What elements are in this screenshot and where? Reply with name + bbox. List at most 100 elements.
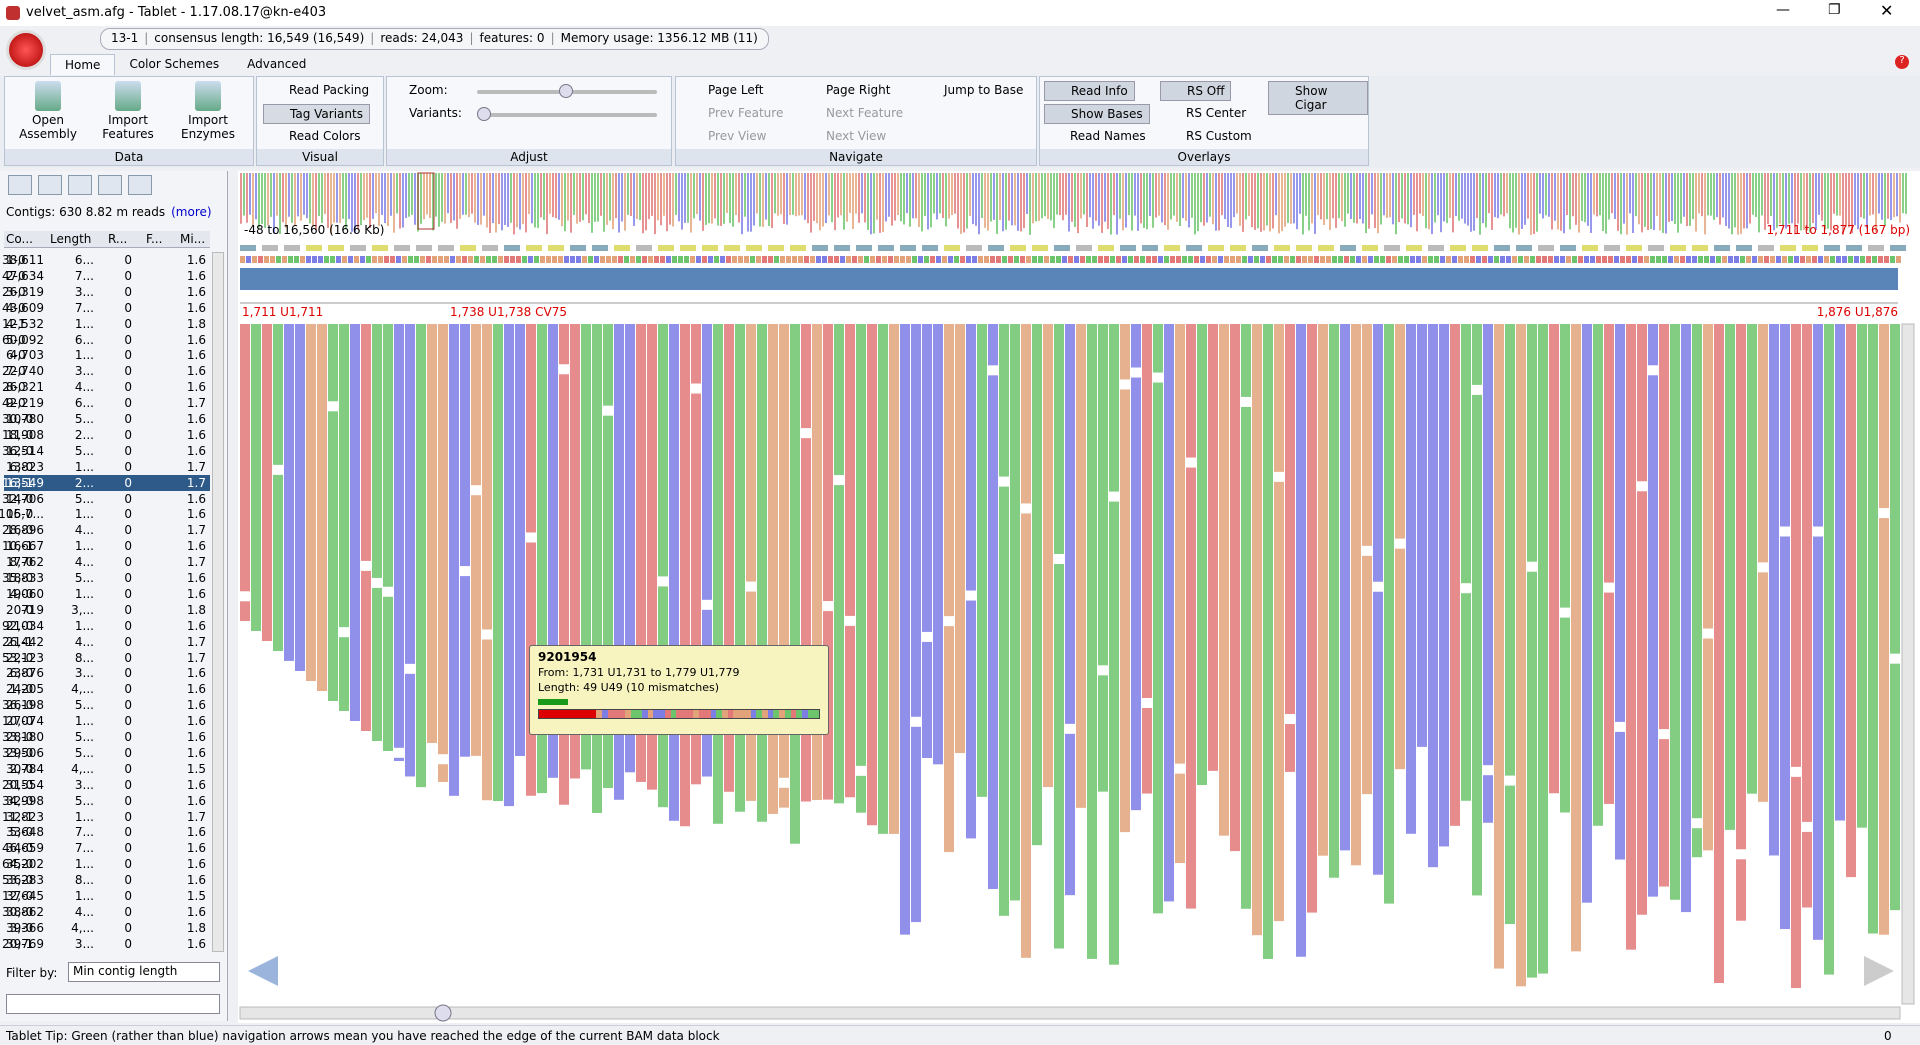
nav-right[interactable]: [1864, 956, 1894, 986]
toggle-button[interactable]: Read Packing: [289, 83, 370, 97]
panel-tool[interactable]: [8, 175, 32, 195]
panel-tool[interactable]: [128, 175, 152, 195]
contig-row[interactable]: 16-0 28,896 4... 0 1.7: [2, 522, 210, 538]
close[interactable]: ✕: [1880, 1, 1894, 20]
contig-row[interactable]: 26-0 36,198 5... 0 1.6: [2, 697, 210, 713]
overlay-toggle[interactable]: RS Center: [1186, 106, 1247, 120]
contig-row[interactable]: 27-0 10,074 1... 0 1.6: [2, 713, 210, 729]
contig-row[interactable]: 34-0 46,659 7... 0 1.6: [2, 840, 210, 856]
contig-row[interactable]: 31-0 20,554 3... 0 1.6: [2, 777, 210, 793]
maximize[interactable]: ❐: [1828, 2, 1841, 18]
toggle-button[interactable]: Tag Variants: [263, 104, 370, 124]
overview-bar: [354, 173, 356, 234]
column-header[interactable]: F...: [146, 232, 163, 246]
more-link[interactable]: (more): [171, 205, 212, 219]
contig-row[interactable]: 9-0 42,219 6... 0 1.7: [2, 395, 210, 411]
contig-row[interactable]: 22-0 53,123 8... 0 1.7: [2, 650, 210, 666]
overlay-toggle[interactable]: Read Names: [1070, 129, 1146, 143]
contig-row[interactable]: 4-1 12,532 1... 0 1.8: [2, 316, 210, 332]
contig-row[interactable]: 23-0 6,876 3... 0 1.6: [4, 665, 210, 681]
contig-row[interactable]: 21-1 26,442 4... 0 1.7: [2, 634, 210, 650]
overview-bar: [525, 173, 527, 233]
contig-row[interactable]: 21-0 92,034 1... 0 1.6: [2, 618, 210, 634]
contig-row[interactable]: 29-0 33,506 5... 0 1.6: [2, 745, 210, 761]
column-header[interactable]: Mi...: [180, 232, 206, 246]
contig-row[interactable]: 24-0 1,205 4,... 0 1.6: [4, 681, 210, 697]
contig-row[interactable]: 14-0 32,706 5... 0 1.6: [2, 491, 210, 507]
overlay-toggle[interactable]: Show Bases: [1044, 104, 1150, 124]
contig-row[interactable]: 5-0 60,092 6... 0 1.6: [2, 332, 210, 348]
panel-tool[interactable]: [98, 175, 122, 195]
h-scroll-thumb[interactable]: [434, 1004, 452, 1022]
nav-button[interactable]: Next View: [826, 129, 887, 143]
contig-row[interactable]: 20-0 719 3,... 0 1.8: [4, 602, 210, 618]
slider-thumb[interactable]: [559, 84, 573, 98]
contig-row[interactable]: 16-1 10,667 1... 0 1.6: [2, 538, 210, 554]
filter-input[interactable]: [6, 994, 220, 1014]
contig-row[interactable]: 1-0 38,611 6... 0 1.6: [2, 252, 210, 268]
panel-tool[interactable]: [38, 175, 62, 195]
consensus-track: [1788, 256, 1793, 263]
contig-row[interactable]: 18-0 35,833 5... 0 1.6: [2, 570, 210, 586]
nav-button[interactable]: Prev Feature: [708, 106, 784, 120]
contig-row[interactable]: 36-0 53,283 8... 0 1.6: [2, 872, 210, 888]
nav-button[interactable]: Jump to Base: [944, 83, 1024, 97]
contig-row[interactable]: 39-1 20,769 3... 0 1.6: [2, 936, 210, 952]
ribbon-tab[interactable]: Color Schemes: [129, 57, 220, 71]
ribbon-tab[interactable]: Advanced: [247, 57, 307, 71]
contig-row[interactable]: 13-0 6,823 1... 0 1.7: [4, 459, 210, 475]
nav-button[interactable]: Page Left: [708, 83, 764, 97]
contig-row[interactable]: 19-0 4,060 1... 0 1.6: [4, 586, 210, 602]
large-button[interactable]: Open Assembly: [13, 81, 83, 141]
overlay-toggle[interactable]: Read Info: [1044, 81, 1135, 101]
overlay-toggle[interactable]: RS Custom: [1186, 129, 1252, 143]
contig-row[interactable]: 32-1 11,823 1... 0 1.7: [2, 809, 210, 825]
contig-row[interactable]: 15-0 106,7... 1... 0 1.6: [0, 506, 210, 522]
contig-row[interactable]: 4-0 43,609 7... 0 1.6: [2, 300, 210, 316]
column-header[interactable]: Length: [50, 232, 92, 246]
large-button[interactable]: Import Features: [93, 81, 163, 141]
contig-row[interactable]: 33-0 5,648 7... 0 1.6: [4, 824, 210, 840]
overview-bar: [1608, 173, 1610, 220]
panel-tool[interactable]: [68, 175, 92, 195]
contig-row[interactable]: 11-0 18,908 2... 0 1.6: [2, 427, 210, 443]
contig-row[interactable]: 13-1 16,549 2... 0 1.7: [2, 474, 210, 491]
nav-button[interactable]: Page Right: [826, 83, 891, 97]
contig-row[interactable]: 10-0 30,780 5... 0 1.6: [2, 411, 210, 427]
app-menu-orb[interactable]: [6, 30, 46, 70]
slider-thumb[interactable]: [477, 107, 491, 121]
contig-summary: Contigs: 630 8.82 m reads (more): [6, 205, 212, 219]
scrollbar[interactable]: [212, 252, 224, 952]
contig-row[interactable]: 30-0 2,784 4,... 0 1.5: [4, 761, 210, 777]
column-header[interactable]: R...: [108, 232, 128, 246]
contig-row[interactable]: 39-0 3,366 4,... 0 1.8: [4, 920, 210, 936]
contig-row[interactable]: 35-0 64,202 1... 0 1.6: [2, 856, 210, 872]
contig-row[interactable]: 38-0 30,862 4... 0 1.6: [2, 904, 210, 920]
overlay-toggle[interactable]: Show Cigar: [1268, 81, 1368, 115]
read-base: [659, 710, 665, 718]
help[interactable]: ?: [1895, 55, 1909, 69]
ribbon-tab[interactable]: Home: [50, 54, 116, 75]
contig-row[interactable]: 37-0 12,645 1... 0 1.5: [2, 888, 210, 904]
contig-row[interactable]: 8-0 26,321 4... 0 1.6: [2, 379, 210, 395]
toggle-button[interactable]: Read Colors: [289, 129, 361, 143]
overview-bar: [1812, 173, 1814, 224]
minimize[interactable]: —: [1776, 2, 1790, 18]
large-button[interactable]: Import Enzymes: [173, 81, 243, 141]
filter-select[interactable]: Min contig length: [68, 962, 220, 982]
contig-row[interactable]: 17-0 8,762 4... 0 1.7: [4, 554, 210, 570]
contig-row[interactable]: 2-0 47,634 7... 0 1.6: [2, 268, 210, 284]
contig-row[interactable]: 32-0 34,998 5... 0 1.6: [2, 793, 210, 809]
column-header[interactable]: Co...: [6, 232, 33, 246]
contig-row[interactable]: 3-0 26,319 3... 0 1.6: [2, 284, 210, 300]
overlay-toggle[interactable]: RS Off: [1160, 81, 1232, 101]
nav-button[interactable]: Next Feature: [826, 106, 904, 120]
contig-row[interactable]: 7-0 22,740 3... 0 1.6: [2, 363, 210, 379]
base-column: [757, 324, 767, 822]
nav-button[interactable]: Prev View: [708, 129, 767, 143]
contig-row[interactable]: 6-0 4,703 1... 0 1.6: [4, 347, 210, 363]
contig-row[interactable]: 28-0 33,180 5... 0 1.6: [2, 729, 210, 745]
contig-row[interactable]: 12-0 36,514 5... 0 1.6: [2, 443, 210, 459]
overview-bar: [537, 173, 539, 228]
nav-left[interactable]: [248, 956, 278, 986]
